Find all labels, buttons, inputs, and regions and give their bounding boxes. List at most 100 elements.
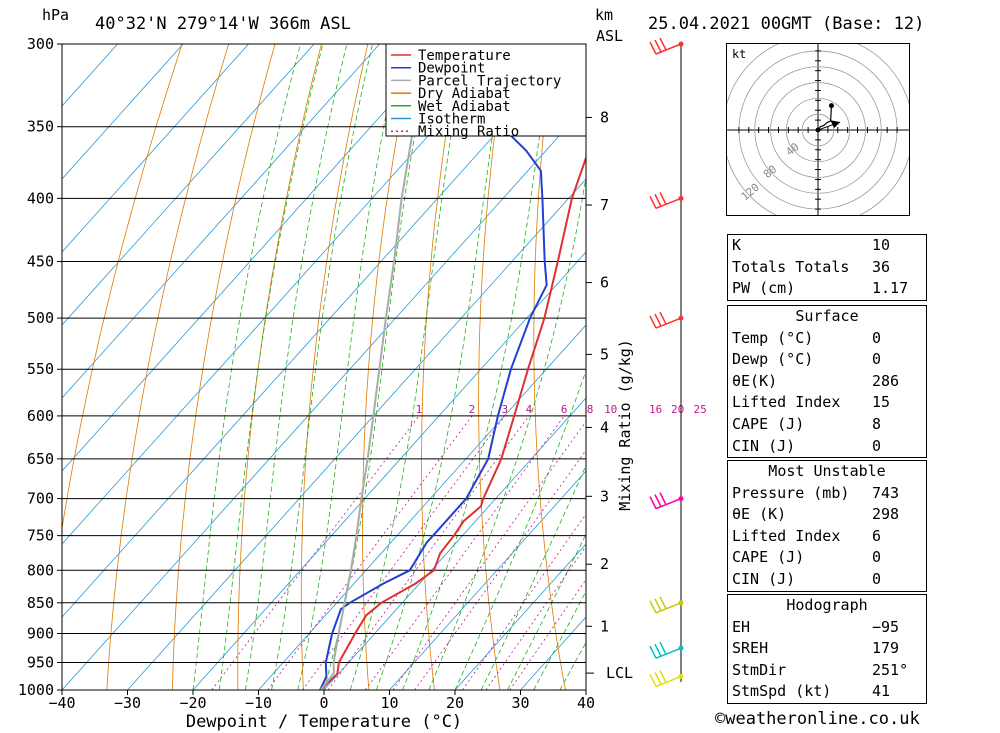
mixing-ratio-label: 20 — [671, 403, 684, 416]
index-name: StmDir — [732, 660, 787, 679]
dry-adiabat-line — [925, 44, 1000, 690]
mixing-ratio-label: 10 — [604, 403, 617, 416]
isotherm-line — [192, 251, 586, 690]
x-tick-label: −20 — [179, 694, 206, 712]
pressure-tick-label: 850 — [27, 594, 54, 612]
isotherm-line — [454, 543, 586, 690]
pressure-tick-label: 600 — [27, 407, 54, 425]
mixing-ratio-line — [302, 415, 506, 690]
height-unit-asl-label: ASL — [596, 27, 623, 45]
index-name: θE(K) — [732, 371, 778, 390]
pressure-tick-label: 350 — [27, 118, 54, 136]
mixing-ratio-label: 8 — [587, 403, 594, 416]
pressure-tick-label: 1000 — [18, 681, 54, 699]
height-tick-label: 6 — [600, 274, 609, 292]
index-value: 286 — [872, 371, 900, 390]
datetime-title: 25.04.2021 00GMT (Base: 12) — [648, 14, 924, 34]
height-tick-label: 1 — [600, 617, 609, 635]
legend-label: Temperature — [418, 48, 511, 64]
index-value: 6 — [872, 526, 882, 545]
index-row: θE (K) 298 — [728, 504, 926, 526]
index-name: StmSpd (kt) — [732, 682, 832, 701]
index-name: CIN (J) — [732, 569, 796, 588]
index-row: CAPE (J) 8 — [728, 414, 926, 436]
mixing-ratio-label: 16 — [649, 403, 662, 416]
isobars — [62, 126, 586, 663]
index-name: CAPE (J) — [732, 548, 805, 567]
index-value: 298 — [872, 505, 900, 524]
pressure-tick-label: 950 — [27, 653, 54, 671]
index-name: Temp (°C) — [732, 328, 814, 347]
index-row: PW (cm) 1.17 — [728, 278, 926, 300]
index-name: Dewp (°C) — [732, 350, 814, 369]
mixing-ratio-label: 4 — [526, 403, 533, 416]
height-tick-label: 2 — [600, 555, 609, 573]
index-row: K 10 — [728, 235, 926, 257]
x-tick-label: 0 — [319, 694, 328, 712]
index-row: Dewp (°C) 0 — [728, 349, 926, 371]
mixing-ratio-label: 1 — [416, 403, 423, 416]
dry-adiabat-line — [362, 44, 415, 690]
x-tick-label: 10 — [380, 694, 398, 712]
height-tick-label: 5 — [600, 345, 609, 363]
x-tick-label: −10 — [245, 694, 272, 712]
hodograph-unit: kt — [732, 47, 746, 61]
legend-label: Wet Adiabat — [418, 99, 511, 115]
mixing-ratio-line — [485, 545, 586, 690]
index-value: 36 — [872, 257, 891, 276]
pressure-tick-label: 500 — [27, 309, 54, 327]
index-name: CIN (J) — [732, 436, 796, 455]
pressure-tick-label: 700 — [27, 490, 54, 508]
hodograph-ring-label: 40 — [783, 140, 801, 158]
index-value: 0 — [872, 569, 882, 588]
index-row: CIN (J) 0 — [728, 436, 926, 458]
x-tick-label: 40 — [577, 694, 595, 712]
pressure-tick-label: 800 — [27, 561, 54, 579]
pressure-unit-label: hPa — [42, 6, 69, 24]
legend-label: Dewpoint — [418, 61, 485, 77]
wind-barb — [649, 641, 682, 659]
index-row: StmDir 251° — [728, 660, 926, 682]
x-axis-title: Dewpoint / Temperature (°C) — [186, 712, 462, 732]
isotherm-line — [62, 44, 119, 107]
isotherm-line — [62, 44, 184, 180]
index-row: EH −95 — [728, 617, 926, 639]
index-name: K — [732, 236, 742, 254]
wind-barb — [649, 492, 682, 510]
mixing-ratio-line — [392, 420, 586, 690]
dry-adiabat-line — [533, 44, 566, 690]
series-dewpoint — [319, 56, 586, 690]
wind-barb — [649, 670, 682, 688]
index-value: 251° — [872, 660, 909, 679]
stability-indices-box: K 10 Totals Totals 36 PW (cm) 1.17 — [727, 234, 927, 301]
storm-motion-arrowhead — [830, 120, 841, 129]
x-tick-label: 20 — [446, 694, 464, 712]
index-row: SREH 179 — [728, 638, 926, 660]
pressure-tick-label: 750 — [27, 527, 54, 545]
height-axis-ticks: 1 2 3 4 5 6 7 8 LCL — [586, 108, 633, 682]
wet-adiabat-line — [218, 44, 324, 690]
lcl-label: LCL — [606, 664, 633, 682]
mixing-ratio-label: 6 — [561, 403, 568, 416]
profile-series — [319, 44, 586, 690]
index-name: PW (cm) — [732, 279, 796, 298]
index-value: −95 — [872, 617, 900, 636]
location-title: 40°32'N 279°14'W 366m ASL — [95, 14, 351, 34]
index-name: SREH — [732, 639, 769, 658]
index-name: EH — [732, 617, 751, 636]
index-row: θE(K) 286 — [728, 371, 926, 393]
hodograph-endpoint — [828, 103, 834, 109]
index-value: 15 — [872, 393, 891, 412]
most-unstable-box: Most Unstable Pressure (mb) 743 θE (K) 298 L… — [727, 460, 927, 592]
index-value: 1.17 — [872, 279, 909, 298]
dry-adiabat-line — [639, 44, 696, 690]
index-name: Lifted Index — [732, 526, 841, 545]
index-value: 179 — [872, 639, 900, 658]
height-unit-label: km — [595, 6, 613, 24]
wind-barb — [649, 192, 682, 210]
pressure-tick-label: 550 — [27, 360, 54, 378]
wet-adiabat-line — [192, 44, 301, 690]
surface-box: Surface Temp (°C) 0 Dewp (°C) 0 θE(K) 286 Lift… — [727, 305, 927, 459]
index-value: 0 — [872, 328, 882, 347]
